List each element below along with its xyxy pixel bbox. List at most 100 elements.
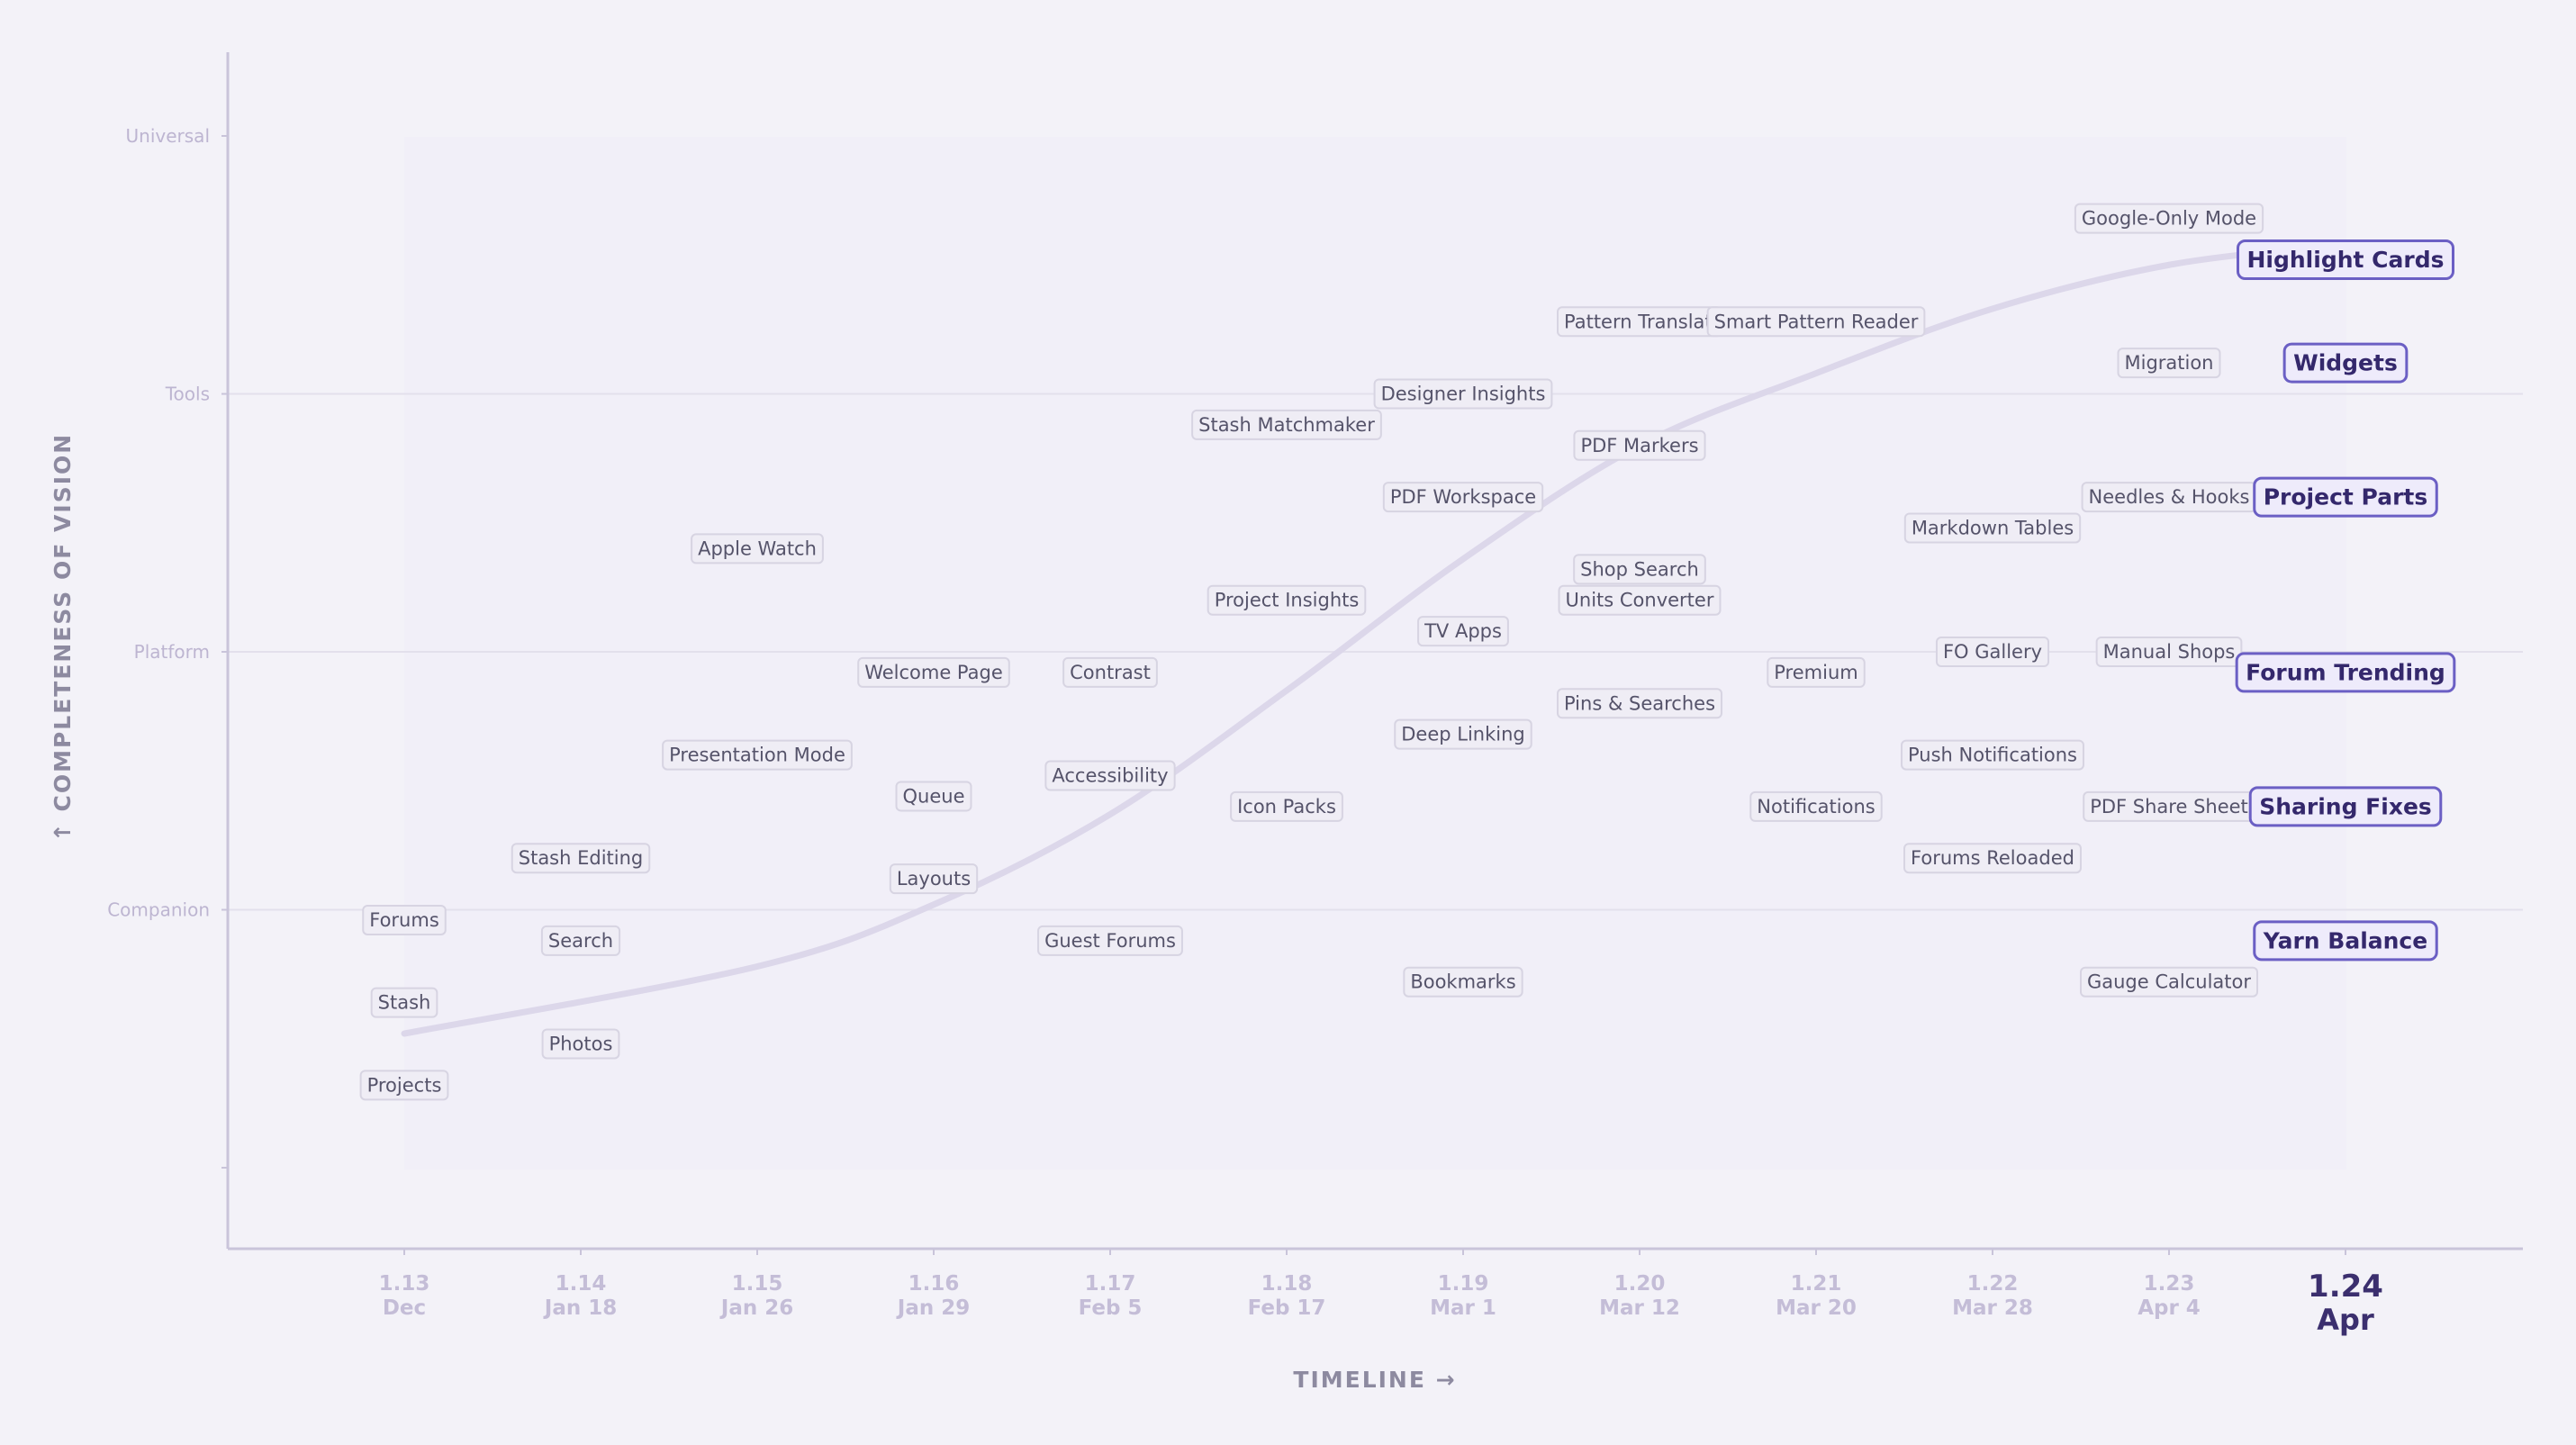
feature-label-text: Contrast — [1070, 662, 1151, 683]
feature-label-text: Shop Search — [1580, 558, 1699, 580]
y-tick-label: Universal — [126, 125, 210, 147]
feature-label: Guest Forums — [1037, 925, 1183, 956]
feature-label-text: Migration — [2124, 352, 2213, 374]
x-tick-version: 1.19 — [1438, 1272, 1489, 1296]
feature-label: Search — [540, 925, 621, 956]
feature-label-box — [662, 739, 853, 771]
feature-label: Yarn Balance — [2253, 920, 2438, 962]
x-tick-date: Jan 26 — [719, 1296, 793, 1320]
feature-label-box — [362, 904, 447, 935]
x-tick-date: Mar 1 — [1430, 1296, 1496, 1320]
feature-label-box — [2235, 652, 2456, 693]
x-tick-date: Jan 29 — [896, 1296, 970, 1320]
feature-label-box — [2253, 476, 2438, 518]
feature-label-box — [1901, 739, 2084, 771]
feature-label-text: Forums — [369, 909, 439, 931]
feature-label-text: Bookmarks — [1410, 971, 1515, 993]
y-tick-label: Tools — [165, 384, 210, 405]
feature-label-text: Icon Packs — [1237, 796, 1336, 817]
feature-label: Project Parts — [2253, 476, 2438, 518]
feature-label-text: Units Converter — [1566, 590, 1714, 611]
x-tick-version: 1.15 — [732, 1272, 783, 1296]
feature-label: Sharing Fixes — [2248, 786, 2443, 827]
feature-label: Google-Only Mode — [2074, 203, 2264, 234]
feature-label: Project Insights — [1207, 584, 1367, 616]
feature-label: Forum Trending — [2235, 652, 2456, 693]
feature-label: Designer Insights — [1373, 378, 1553, 410]
feature-label-text: PDF Share Sheet — [2090, 796, 2248, 817]
x-tick-date: Apr — [2317, 1303, 2374, 1337]
feature-label-box — [1706, 306, 1926, 338]
feature-label: Manual Shops — [2095, 637, 2243, 667]
feature-label-text: Manual Shops — [2103, 641, 2236, 663]
x-tick-date: Mar 12 — [1599, 1296, 1680, 1320]
feature-label-box — [2248, 786, 2443, 827]
feature-label: Migration — [2117, 348, 2221, 379]
feature-label: Queue — [895, 781, 972, 812]
feature-label-box — [1230, 790, 1343, 822]
feature-label-box — [1403, 966, 1523, 998]
feature-label-text: Stash Matchmaker — [1198, 414, 1375, 436]
x-tick-date: Apr 4 — [2138, 1296, 2201, 1320]
feature-label: Push Notifications — [1901, 739, 2084, 771]
trend-curve — [401, 240, 2349, 1037]
feature-label-text: Layouts — [897, 868, 971, 890]
feature-label-box — [2095, 637, 2243, 667]
feature-label: TV Apps — [1417, 616, 1509, 647]
feature-label-box — [1749, 790, 1883, 822]
feature-label-box — [1037, 925, 1183, 956]
feature-label-text: Designer Insights — [1381, 384, 1546, 405]
feature-label: Apple Watch — [691, 533, 824, 564]
feature-label: Forums — [362, 904, 447, 935]
feature-label-text: Deep Linking — [1401, 724, 1525, 745]
feature-label-box — [2079, 966, 2259, 998]
feature-label-box — [1935, 637, 2050, 667]
feature-label-text: Guest Forums — [1044, 930, 1176, 952]
x-tick-date: Jan 18 — [543, 1296, 617, 1320]
feature-label: Bookmarks — [1403, 966, 1523, 998]
feature-label: Stash Matchmaker — [1191, 409, 1382, 440]
feature-label-text: PDF Markers — [1580, 435, 1698, 456]
feature-label-box — [2282, 342, 2409, 384]
feature-label-text: Forums Reloaded — [1911, 847, 2074, 869]
x-tick-version: 1.17 — [1085, 1272, 1136, 1296]
x-tick-version: 1.18 — [1261, 1272, 1313, 1296]
feature-label-text: Apple Watch — [698, 537, 817, 559]
feature-label-box — [691, 533, 824, 564]
x-tick-date: Feb 17 — [1248, 1296, 1326, 1320]
feature-label-text: Smart Pattern Reader — [1714, 311, 1919, 332]
feature-label-box — [1191, 409, 1382, 440]
feature-label-text: Queue — [903, 785, 965, 807]
feature-label-text: TV Apps — [1424, 620, 1502, 642]
feature-label: PDF Workspace — [1382, 482, 1544, 513]
feature-label-box — [540, 925, 621, 956]
feature-label-text: Highlight Cards — [2247, 247, 2445, 273]
feature-label: Smart Pattern Reader — [1706, 306, 1926, 338]
feature-label-box — [511, 843, 651, 874]
feature-label-text: Pins & Searches — [1564, 692, 1715, 714]
x-tick-version: 1.16 — [908, 1272, 960, 1296]
feature-label: Stash — [370, 987, 438, 1018]
feature-label-text: Forum Trending — [2246, 659, 2445, 685]
feature-label-text: Stash Editing — [519, 847, 644, 869]
feature-label-text: Welcome Page — [864, 662, 1003, 683]
feature-label-box — [1903, 512, 2082, 544]
feature-label-text: Photos — [549, 1033, 613, 1054]
x-tick-date: Feb 5 — [1079, 1296, 1143, 1320]
feature-label-box — [857, 656, 1010, 688]
feature-label: Layouts — [889, 863, 979, 895]
feature-label-text: Yarn Balance — [2263, 927, 2427, 953]
feature-label-text: Premium — [1774, 662, 1857, 683]
feature-label-box — [2237, 239, 2454, 281]
x-tick-version: 1.14 — [556, 1272, 607, 1296]
feature-label: Notifications — [1749, 790, 1883, 822]
x-tick-date: Dec — [383, 1296, 426, 1320]
feature-label-box — [1767, 656, 1866, 688]
feature-label: Contrast — [1062, 656, 1158, 688]
feature-label-text: Search — [548, 930, 613, 952]
feature-label-box — [1573, 429, 1706, 461]
x-tick-version: 1.21 — [1791, 1272, 1842, 1296]
feature-label: Forums Reloaded — [1903, 843, 2082, 874]
feature-label-text: Presentation Mode — [669, 745, 845, 766]
